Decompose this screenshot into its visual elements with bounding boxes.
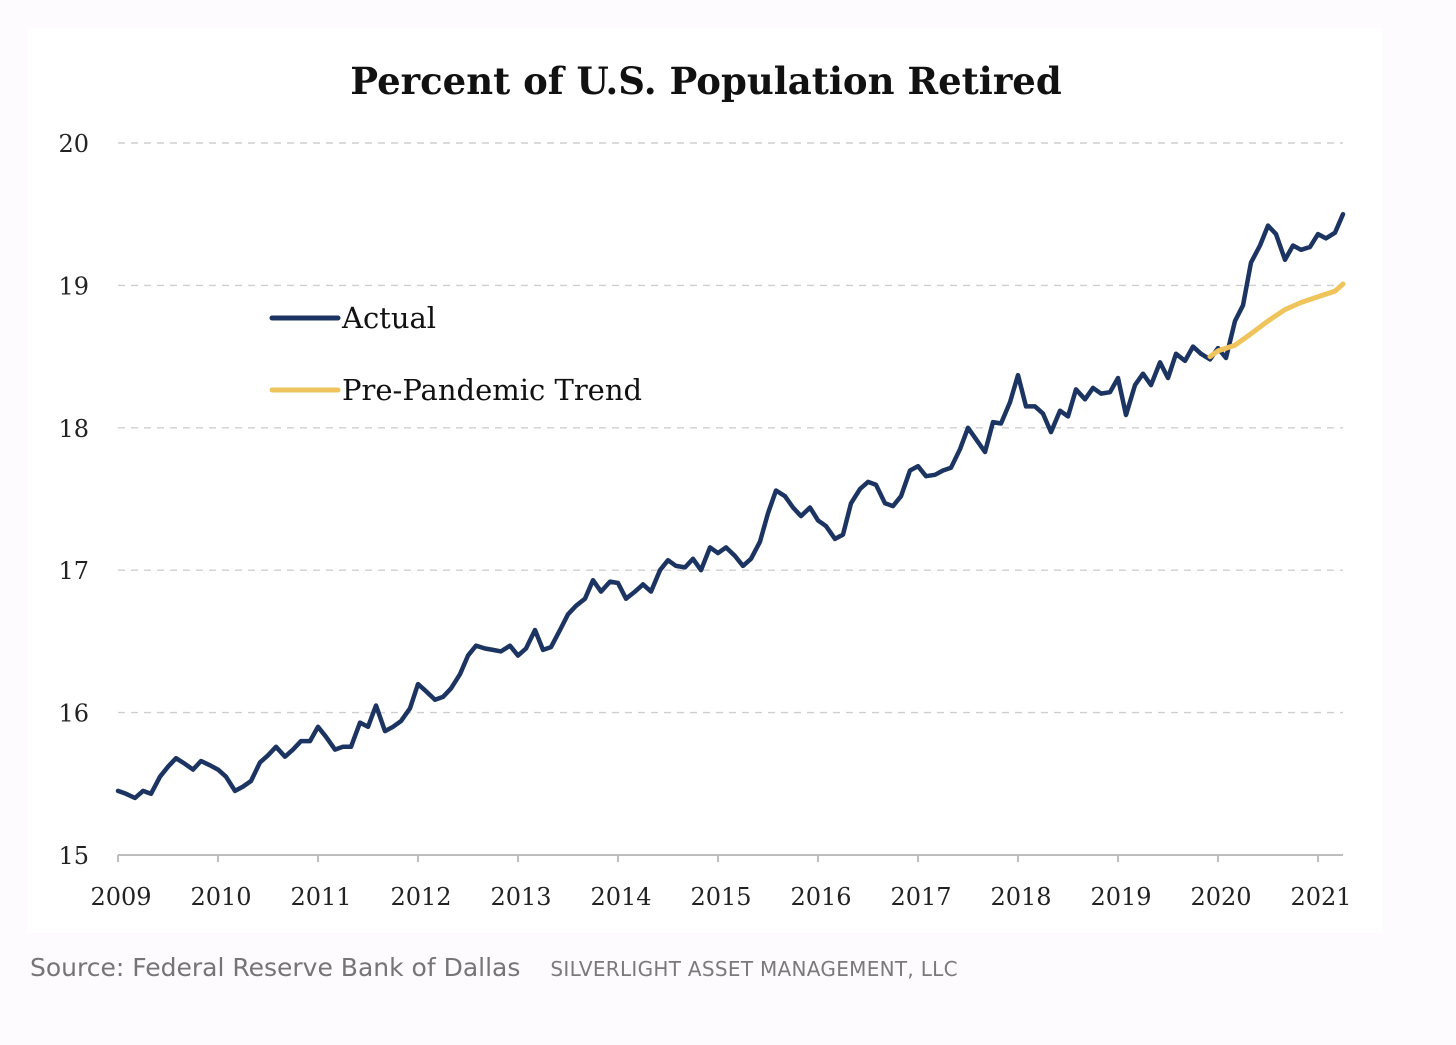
y-tick-label-18: 18 — [58, 415, 89, 443]
gridlines — [118, 142, 1343, 714]
axes: 15 16 17 18 19 20 2009 2010 2011 2012 2013 2014 2015… — [58, 130, 1351, 911]
x-tick-label-2013: 2013 — [490, 883, 551, 911]
line-chart: Percent of U.S. Population Retired 15161… — [58, 59, 1351, 911]
x-tick-label-2012: 2012 — [390, 883, 451, 911]
chart-title: Percent of U.S. Population Retired — [350, 59, 1061, 103]
y-tick-label-20: 20 — [58, 130, 89, 158]
legend-label-actual: Actual — [341, 301, 436, 335]
x-tick-label-2014: 2014 — [590, 883, 651, 911]
series-lines — [115, 211, 1346, 801]
x-tick-label-2019: 2019 — [1090, 883, 1151, 911]
y-tick-label-17: 17 — [58, 557, 89, 585]
x-tick-label-2015: 2015 — [690, 883, 751, 911]
x-tick-label-2011: 2011 — [290, 883, 351, 911]
credit-note: SILVERLIGHT ASSET MANAGEMENT, LLC — [550, 957, 958, 981]
x-tick-label-2020: 2020 — [1190, 883, 1251, 911]
series-line-trend — [1207, 281, 1346, 360]
y-tick-label-15: 15 — [58, 842, 89, 870]
legend: Actual Pre-Pandemic Trend — [269, 301, 642, 407]
caption: Source: Federal Reserve Bank of Dallas S… — [30, 953, 958, 993]
x-tick-label-2016: 2016 — [790, 883, 851, 911]
y-tick-label-16: 16 — [58, 700, 89, 728]
x-tick-label-2017: 2017 — [890, 883, 951, 911]
x-tick-label-2010: 2010 — [190, 883, 251, 911]
legend-label-trend: Pre-Pandemic Trend — [342, 373, 642, 407]
chart-panel — [28, 28, 1382, 933]
series-line-actual — [115, 211, 1346, 801]
y-tick-label-19: 19 — [58, 272, 89, 300]
x-tick-label-2021: 2021 — [1290, 883, 1351, 911]
x-tick-label-2009: 2009 — [90, 883, 151, 911]
x-tick-label-2018: 2018 — [990, 883, 1051, 911]
source-note: Source: Federal Reserve Bank of Dallas — [30, 953, 521, 982]
